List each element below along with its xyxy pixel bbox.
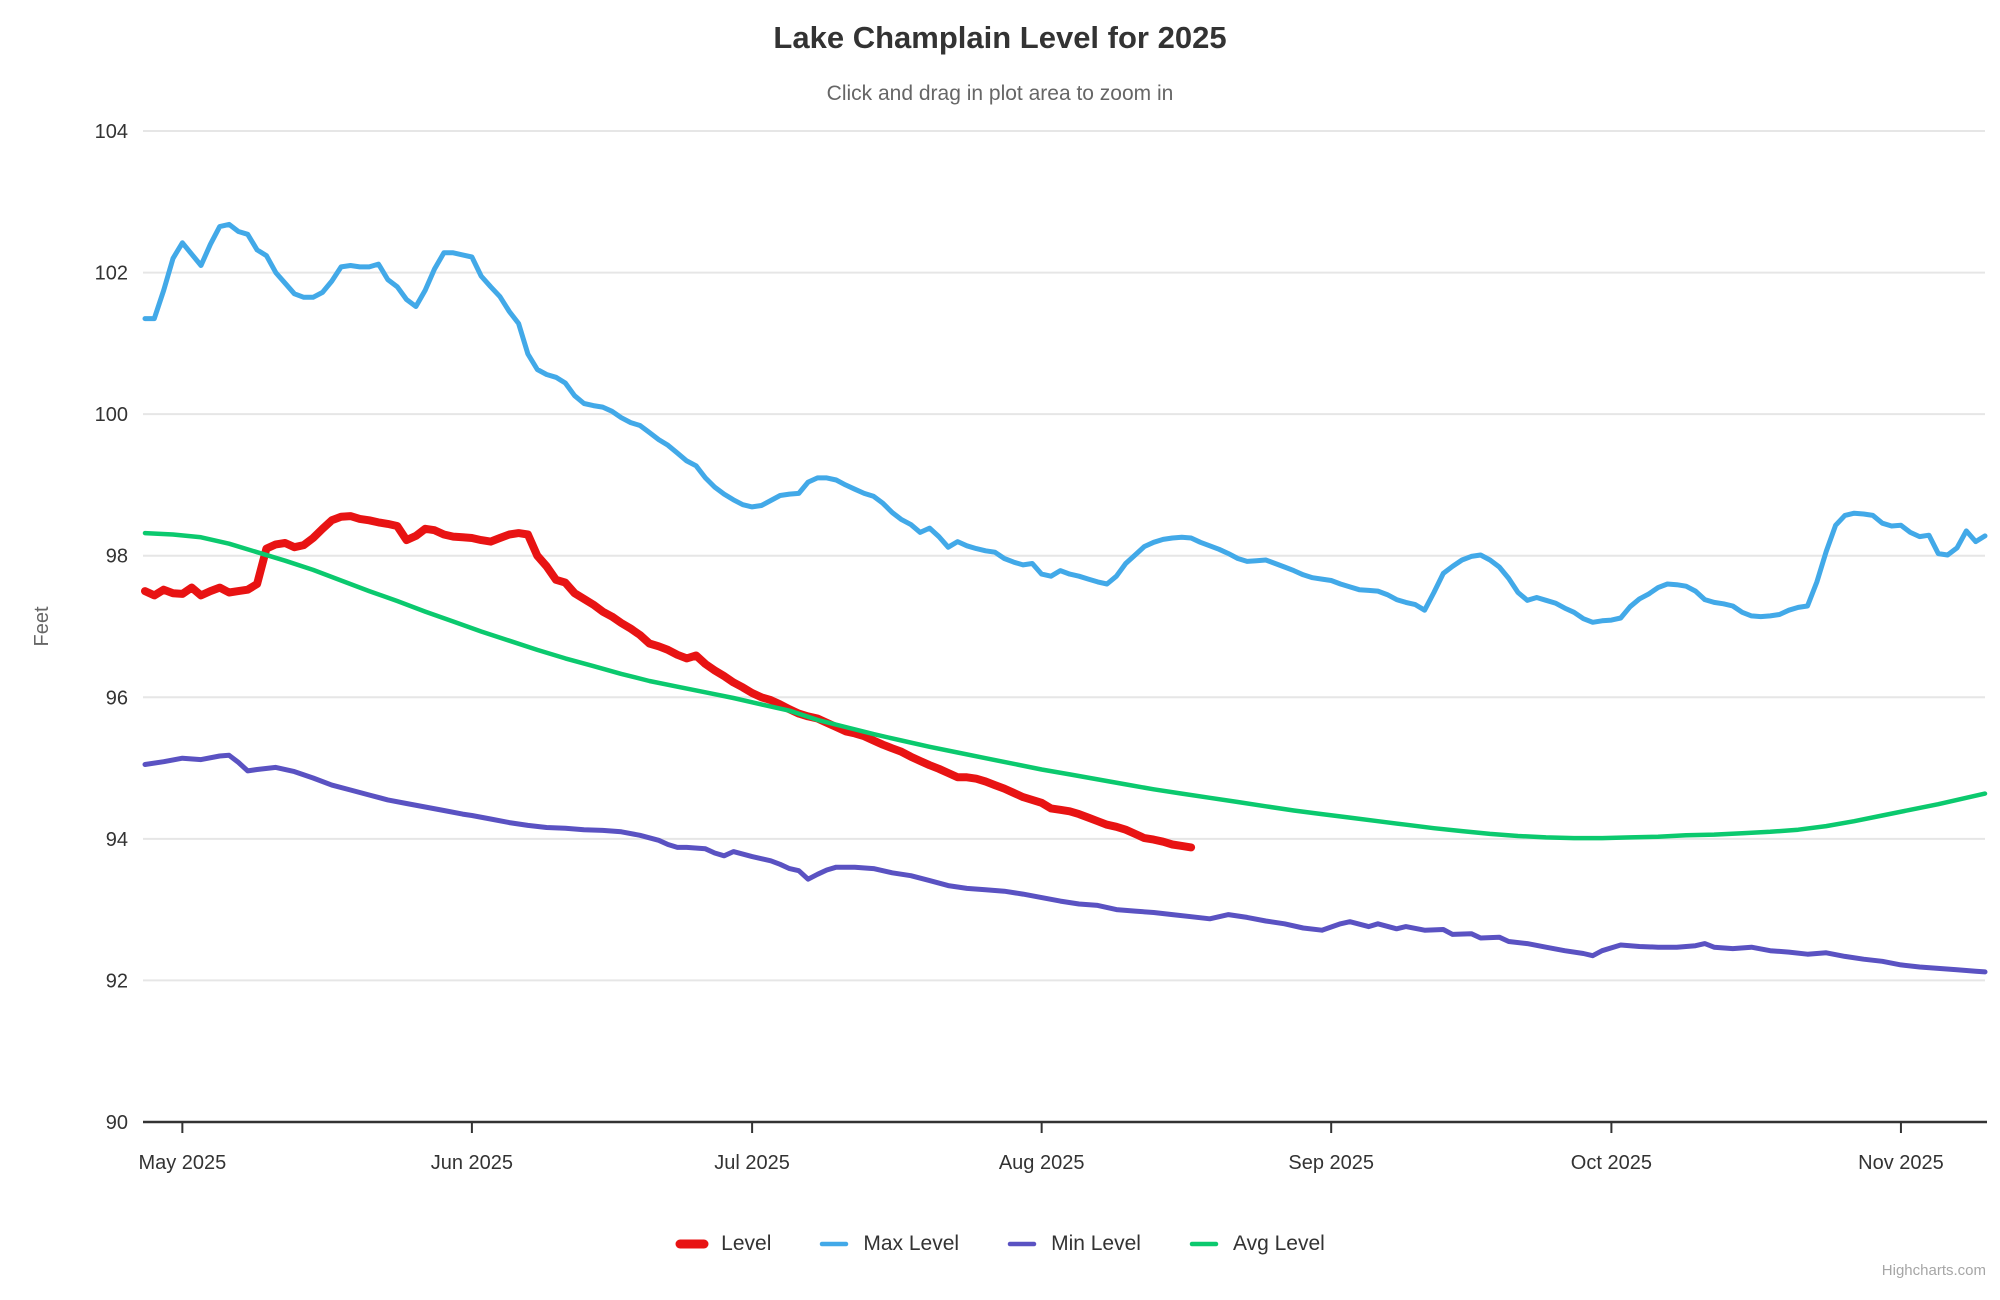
legend-label: Min Level (1051, 1232, 1141, 1255)
y-axis-label-90: 90 (106, 1112, 128, 1134)
legend-item-min-level[interactable]: Min Level (1005, 1232, 1141, 1256)
x-axis-label: Jun 2025 (431, 1152, 513, 1174)
y-axis-title: Feet (31, 606, 53, 646)
legend-marker-max-level (820, 1241, 849, 1247)
legend-marker-avg-level (1189, 1241, 1219, 1247)
legend-item-level[interactable]: Level (675, 1232, 771, 1256)
x-axis-label: May 2025 (138, 1152, 226, 1174)
x-axis-label: Nov 2025 (1858, 1152, 1944, 1174)
x-axis-label: Sep 2025 (1288, 1152, 1374, 1174)
series-line-level (141, 512, 1196, 852)
y-axis-label-96: 96 (106, 687, 128, 709)
series-line-max-level (142, 221, 1988, 625)
y-axis-label-104: 104 (95, 121, 128, 143)
y-axis-label-92: 92 (106, 970, 128, 992)
credits-link[interactable]: Highcharts.com (1881, 1262, 1986, 1279)
legend-item-max-level[interactable]: Max Level (817, 1232, 959, 1256)
x-axis-label: Jul 2025 (714, 1152, 790, 1174)
series-line-min-level (142, 752, 1988, 975)
chart-subtitle: Click and drag in plot area to zoom in (826, 82, 1174, 105)
legend-label: Avg Level (1232, 1232, 1325, 1255)
y-axis-label-94: 94 (106, 829, 128, 851)
x-axis-label: Aug 2025 (999, 1152, 1085, 1174)
y-axis-label-102: 102 (95, 263, 128, 285)
legend-item-avg-level[interactable]: Avg Level (1187, 1232, 1325, 1256)
legend-marker-min-level (1007, 1241, 1037, 1247)
y-axis-label-98: 98 (106, 546, 128, 568)
y-axis-label-100: 100 (95, 404, 128, 426)
chart-title: Lake Champlain Level for 2025 (773, 20, 1227, 55)
series-line-avg-level (142, 530, 1988, 841)
legend-label: Max Level (863, 1232, 960, 1255)
legend-marker-level (675, 1239, 709, 1249)
legend-label: Level (721, 1232, 772, 1255)
x-axis-label: Oct 2025 (1571, 1152, 1652, 1174)
legend: Level Max Level Min Level Avg Level (0, 1222, 2000, 1266)
